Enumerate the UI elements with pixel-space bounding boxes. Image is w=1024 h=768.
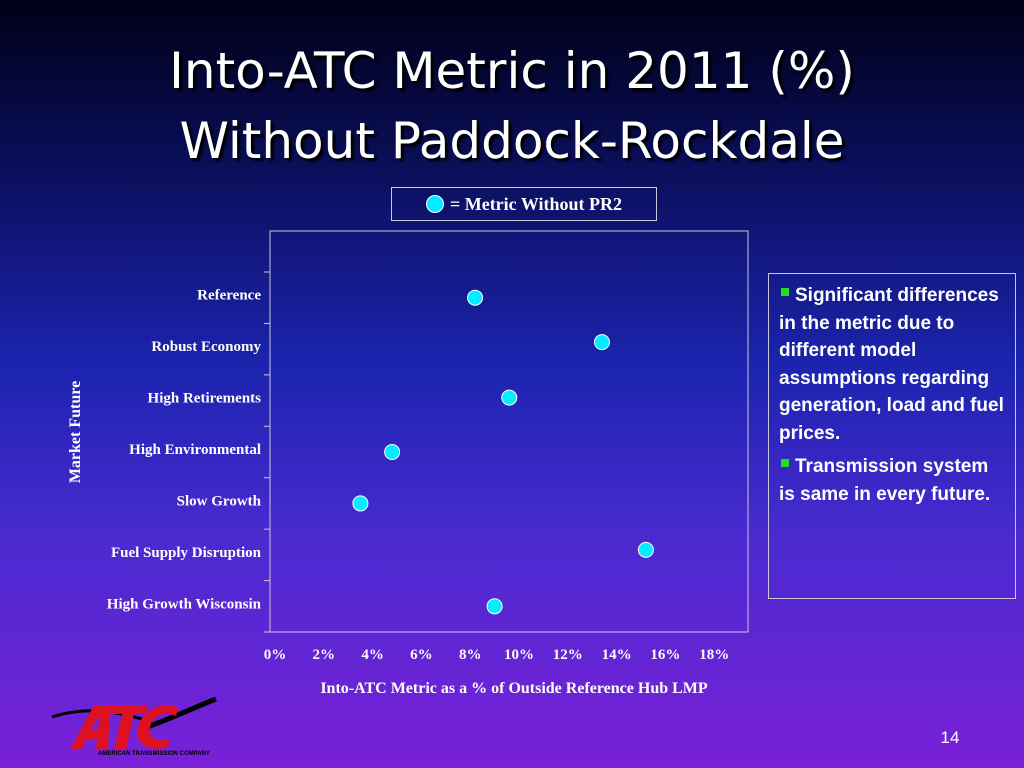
x-tick-label: 16% [650, 647, 680, 663]
data-point [593, 334, 610, 351]
atc-logo: AMERICAN TRANSMISSION COMPANY [51, 696, 217, 757]
category-label: High Growth Wisconsin [107, 596, 262, 612]
chart-legend: = Metric Without PR2 [391, 187, 657, 221]
bullet-icon [781, 288, 789, 296]
logo-company-text: AMERICAN TRANSMISSION COMPANY [98, 751, 210, 757]
x-tick-label: 6% [410, 647, 433, 663]
x-tick-label: 8% [459, 647, 482, 663]
note-text: Transmission system is same in every fut… [779, 456, 991, 505]
x-tick-label: 10% [504, 647, 534, 663]
data-point [486, 598, 503, 615]
bullet-icon [781, 459, 789, 467]
x-tick-label: 2% [313, 647, 336, 663]
data-point [352, 495, 369, 512]
plot-area [269, 230, 749, 633]
data-point [637, 541, 654, 558]
notes-box: Significant differences in the metric du… [768, 273, 1016, 599]
slide-title-line2: Without Paddock-Rockdale [179, 112, 845, 170]
legend-marker [425, 195, 444, 213]
page-number: 14 [940, 728, 960, 747]
x-tick-label: 0% [264, 647, 287, 663]
note-text: Significant differences in the metric du… [779, 285, 1004, 444]
slide-title-line1: Into-ATC Metric in 2011 (%) [169, 42, 855, 100]
x-tick-label: 18% [699, 647, 729, 663]
legend-label: = Metric Without PR2 [449, 193, 623, 214]
data-point [467, 289, 484, 306]
category-label: High Environmental [129, 442, 261, 458]
note-item: Significant differences in the metric du… [779, 282, 1007, 447]
data-point [501, 389, 518, 406]
category-label: Robust Economy [151, 339, 261, 355]
category-label: Fuel Supply Disruption [111, 545, 262, 561]
y-axis-title: Market Future [67, 381, 84, 483]
x-tick-label: 12% [553, 647, 583, 663]
data-point [384, 444, 401, 460]
category-label: Reference [197, 288, 261, 304]
x-axis-title: Into-ATC Metric as a % of Outside Refere… [320, 680, 708, 697]
category-label: Slow Growth [177, 493, 262, 509]
note-item: Transmission system is same in every fut… [779, 453, 1007, 508]
x-tick-label: 14% [602, 647, 632, 663]
x-tick-label: 4% [361, 647, 384, 663]
category-label: High Retirements [148, 391, 262, 407]
